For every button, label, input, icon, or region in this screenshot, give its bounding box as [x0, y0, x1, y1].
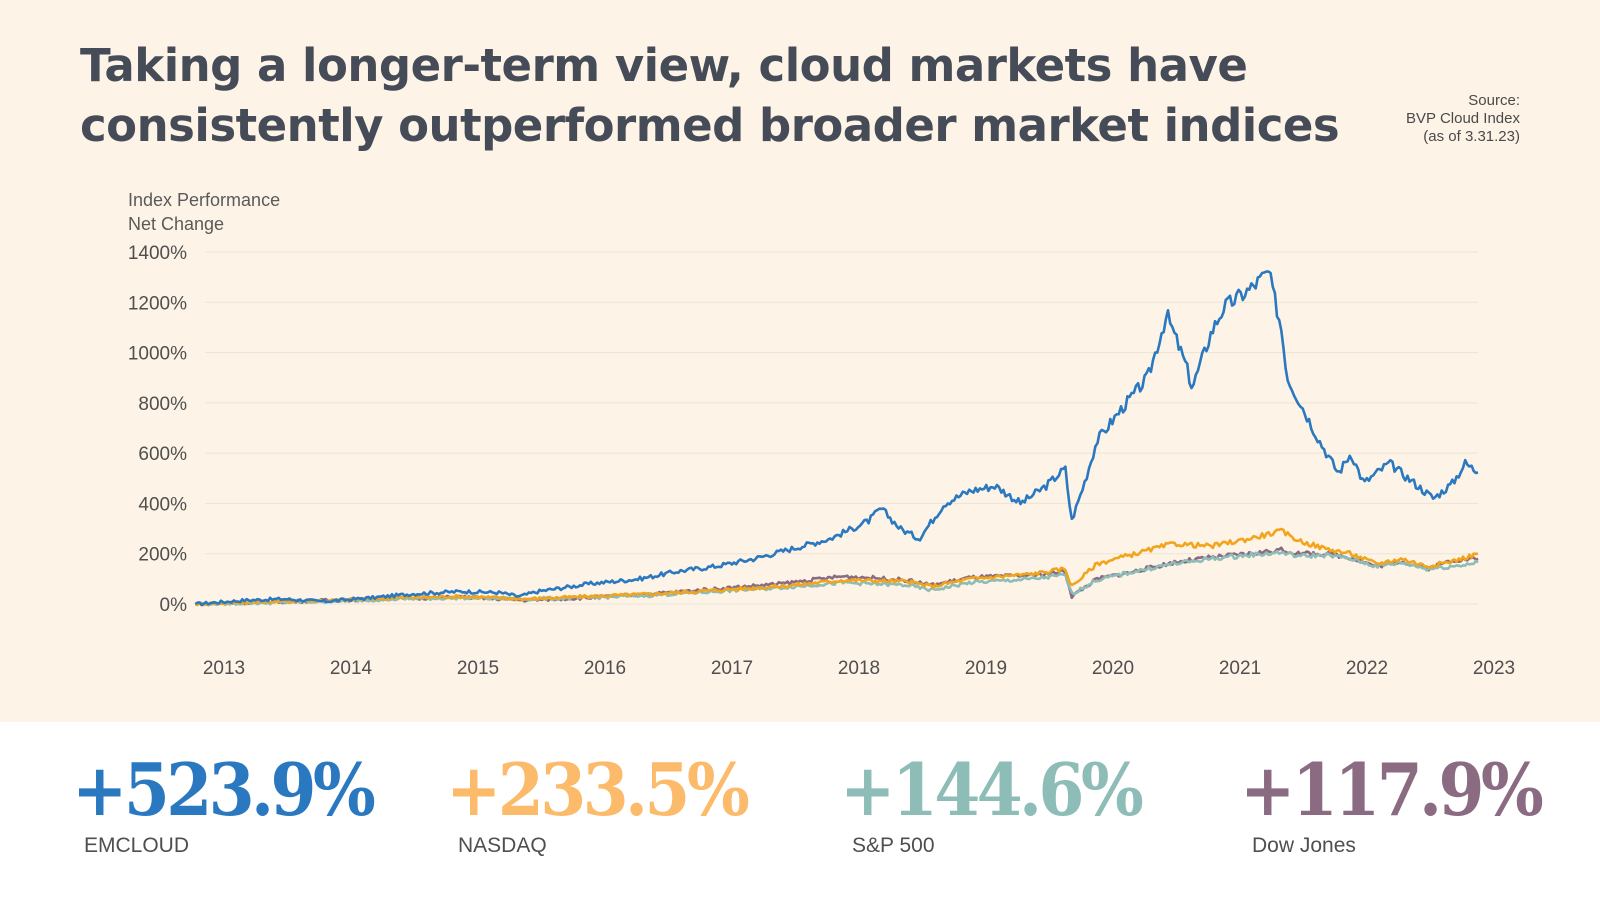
y-axis-title-line-2: Net Change	[128, 214, 225, 234]
x-tick-label: 2021	[1219, 658, 1261, 679]
summary-label-nasdaq: NASDAQ	[458, 834, 547, 857]
series-line-emcloud	[194, 270, 1479, 607]
y-tick-label: 600%	[138, 444, 187, 465]
summary-label-sp500: S&P 500	[852, 834, 935, 857]
x-tick-label: 2014	[330, 658, 373, 679]
y-tick-label: 1200%	[128, 293, 187, 314]
x-tick-label: 2018	[838, 658, 880, 679]
y-axis-ticks: 0% 200% 400% 600% 800% 1000% 1200% 1400%	[128, 243, 187, 616]
summary-label-dow-jones: Dow Jones	[1252, 834, 1356, 857]
y-tick-label: 200%	[138, 545, 187, 566]
x-axis-ticks: 2013 2014 2015 2016 2017 2018 2019 2020 2021 2022…	[203, 658, 1515, 679]
summary-panel: +523.9% EMCLOUD +233.5% NASDAQ +144.6% S…	[0, 722, 1600, 900]
x-tick-label: 2015	[457, 658, 499, 679]
x-tick-label: 2016	[584, 658, 626, 679]
series-lines	[194, 270, 1479, 607]
summary-label-emcloud: EMCLOUD	[84, 834, 190, 857]
source-label: Source:	[1468, 92, 1520, 109]
title-line-1: Taking a longer-term view, cloud markets…	[80, 39, 1248, 92]
summary-sp500: +144.6% S&P 500	[840, 750, 1166, 858]
y-tick-label: 1000%	[128, 344, 187, 365]
source-name: BVP Cloud Index	[1406, 110, 1520, 127]
x-tick-label: 2017	[711, 658, 753, 679]
summary-value-nasdaq: +233.5%	[446, 747, 750, 832]
summary-dow-jones: +117.9% Dow Jones	[1240, 750, 1566, 858]
summary-value-dow-jones: +117.9%	[1240, 747, 1544, 832]
y-tick-label: 400%	[138, 494, 187, 515]
source-note: Source: BVP Cloud Index (as of 3.31.23)	[1406, 92, 1520, 146]
line-chart: 0%200%400%600%800%1000%1200%1400% 2013 20…	[128, 243, 1515, 679]
y-axis-title: Index Performance Net Change	[128, 188, 280, 236]
x-tick-label: 2013	[203, 658, 245, 679]
y-tick-label: 800%	[138, 394, 187, 415]
title-line-2: consistently outperformed broader market…	[80, 99, 1340, 152]
y-tick-label: 0%	[160, 595, 188, 616]
x-tick-label: 2022	[1346, 658, 1388, 679]
x-tick-label: 2020	[1092, 658, 1134, 679]
summary-emcloud: +523.9% EMCLOUD	[72, 750, 398, 858]
y-tick-label: 1400%	[128, 243, 187, 264]
series-line-nasdaq	[194, 527, 1479, 607]
y-axis-title-line-1: Index Performance	[128, 190, 281, 210]
summary-value-sp500: +144.6%	[840, 747, 1144, 832]
x-tick-label: 2019	[965, 658, 1007, 679]
summary-nasdaq: +233.5% NASDAQ	[446, 750, 772, 858]
x-tick-label: 2023	[1473, 658, 1515, 679]
source-date: (as of 3.31.23)	[1423, 128, 1520, 145]
page-title: Taking a longer-term view, cloud markets…	[80, 36, 1340, 156]
summary-value-emcloud: +523.9%	[72, 747, 376, 832]
chart-panel: Taking a longer-term view, cloud markets…	[0, 0, 1600, 722]
